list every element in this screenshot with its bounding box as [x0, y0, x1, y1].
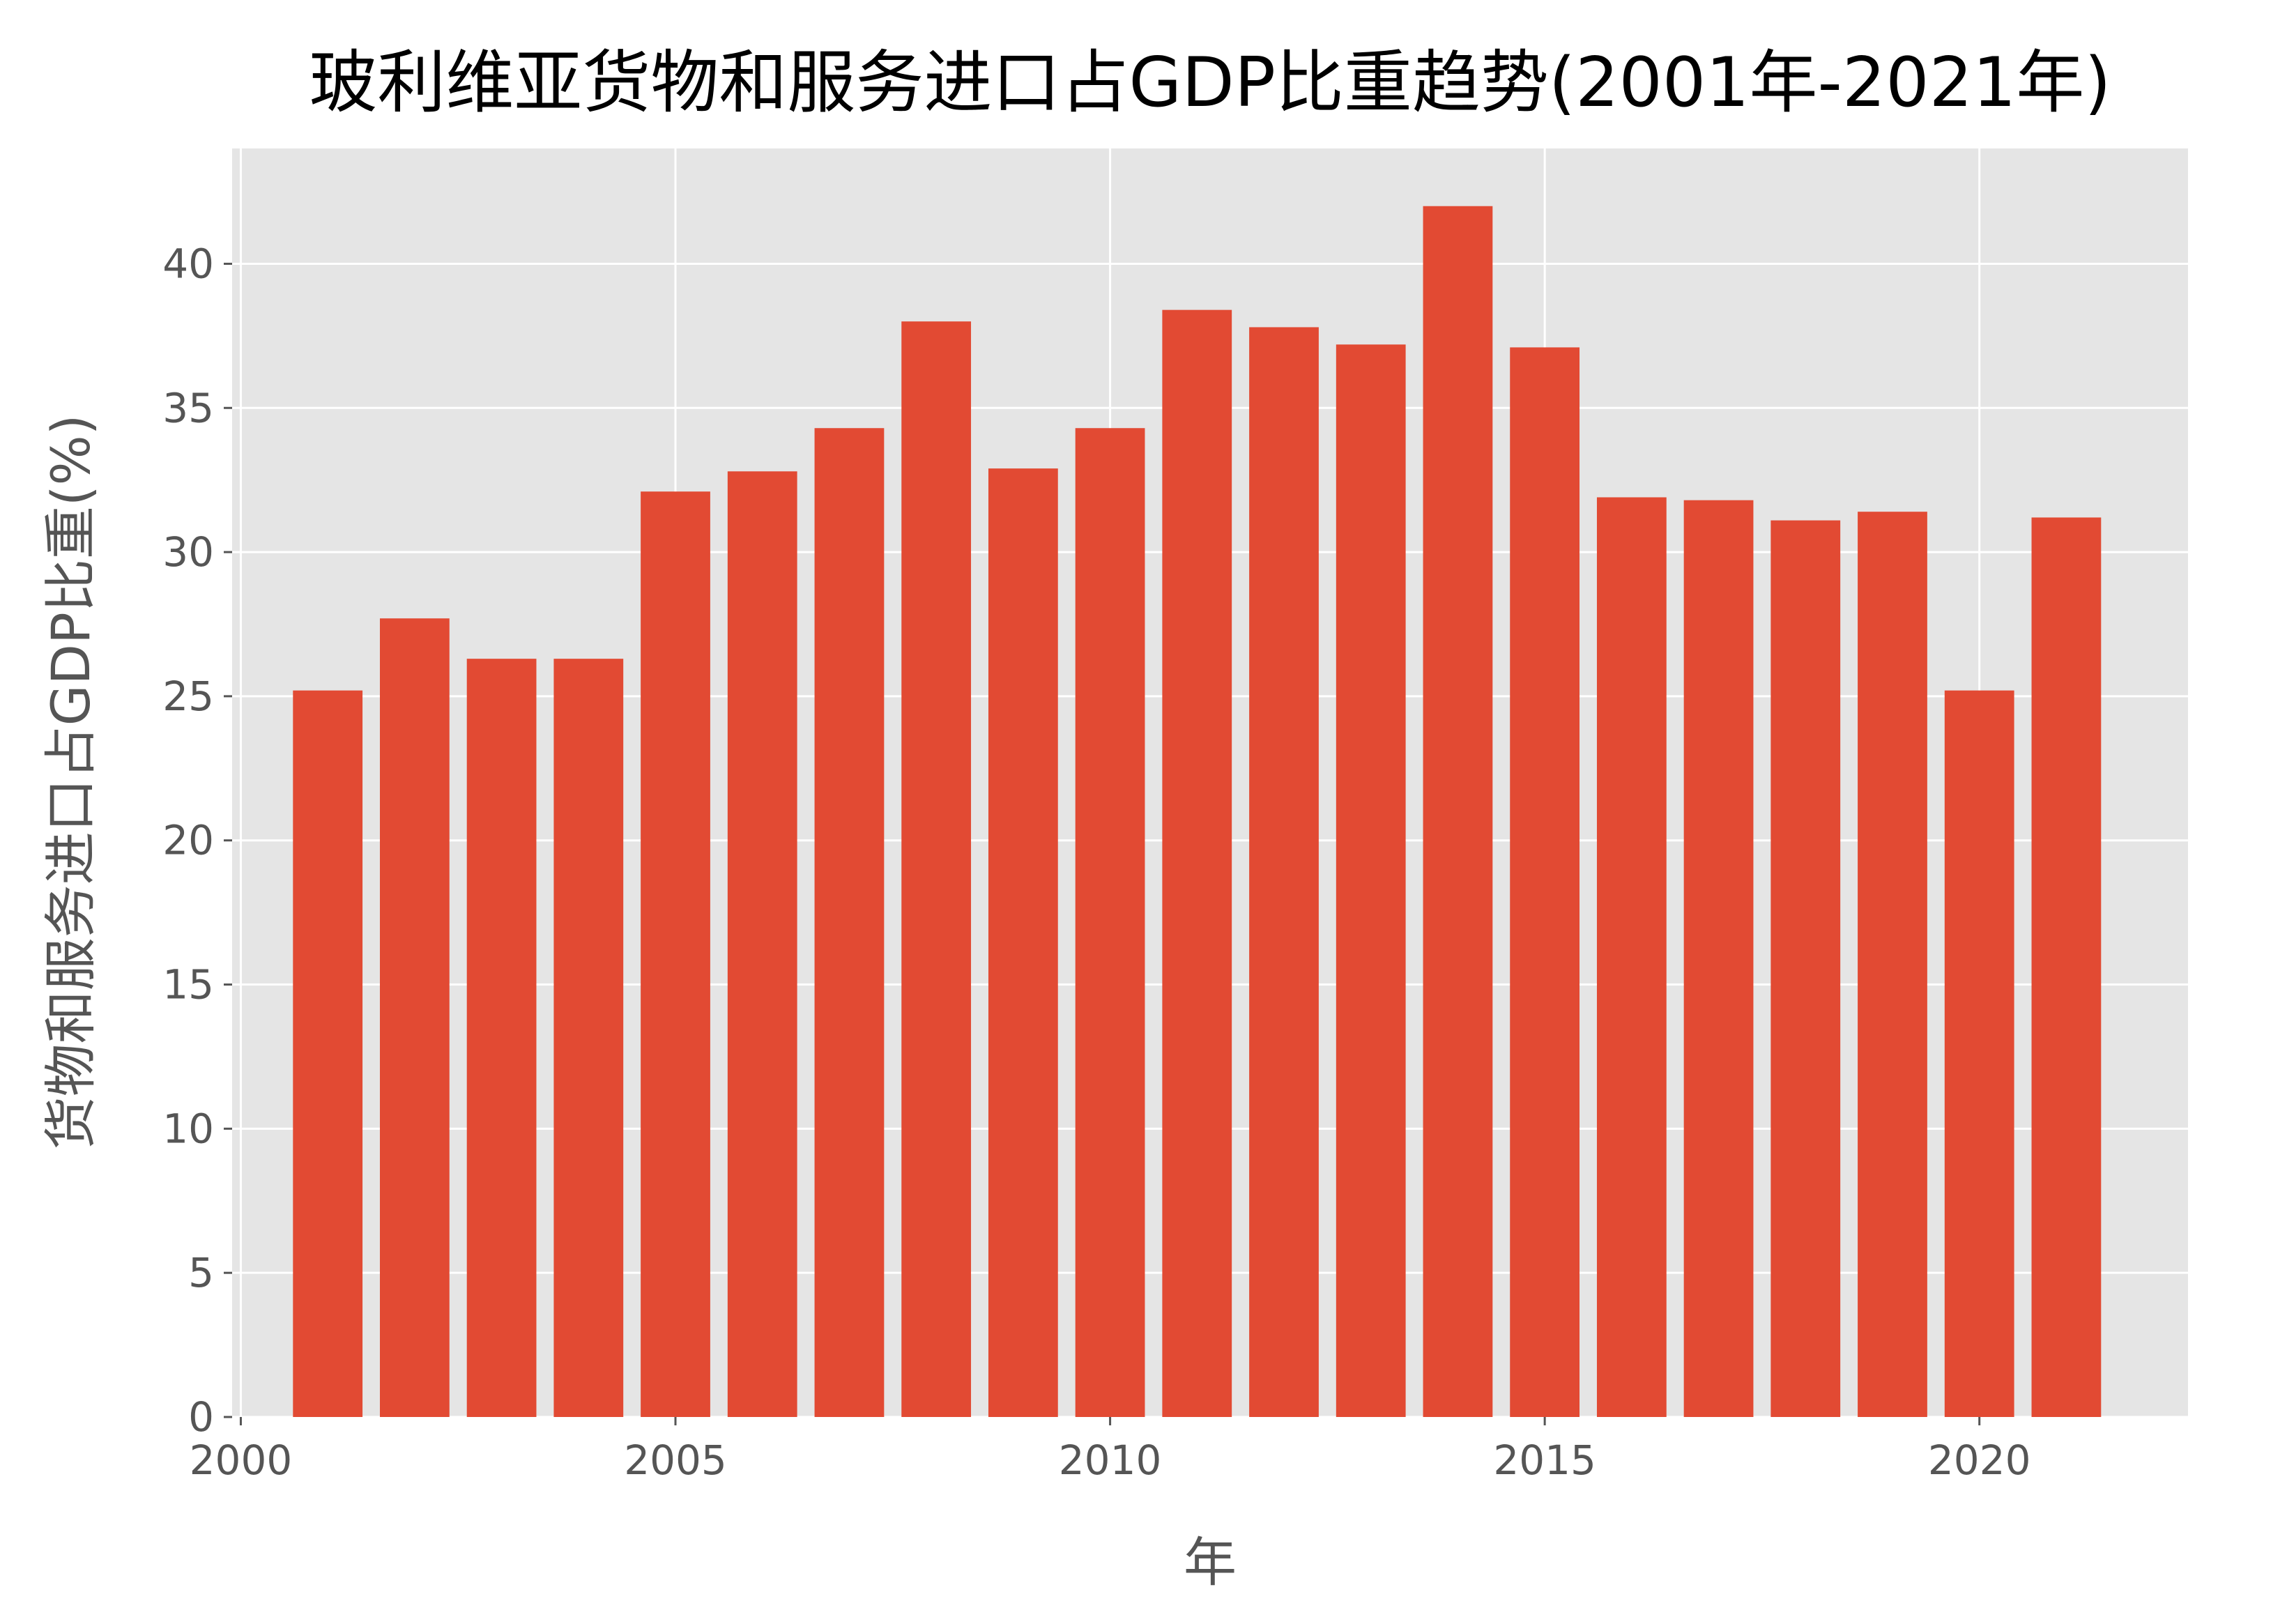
bar — [1596, 497, 1667, 1417]
x-tick-label: 2020 — [1928, 1437, 2031, 1484]
y-tick-label: 30 — [162, 528, 214, 576]
bar — [553, 659, 624, 1417]
bar — [466, 659, 537, 1417]
bar — [1162, 309, 1232, 1417]
bar — [1075, 428, 1145, 1417]
chart-title: 玻利维亚货物和服务进口占GDP比重趋势(2001年-2021年) — [309, 43, 2111, 123]
bar — [1336, 344, 1406, 1418]
bar — [901, 321, 972, 1417]
bar — [814, 428, 885, 1417]
bar — [1770, 520, 1841, 1418]
y-tick-label: 5 — [188, 1249, 214, 1296]
bar — [2031, 517, 2102, 1417]
ticks: 0 5 10 15 20 25 30 35 40 2000 2005 2010 2015 2020 — [162, 240, 2030, 1484]
bar — [293, 690, 363, 1417]
bar — [1249, 327, 1319, 1417]
x-axis-label: 年 — [1184, 1531, 1237, 1593]
bar — [1510, 347, 1580, 1418]
bar — [380, 618, 450, 1417]
bar — [988, 468, 1058, 1417]
x-tick-label: 2000 — [190, 1437, 293, 1484]
y-tick-label: 10 — [162, 1105, 214, 1152]
bar — [1683, 500, 1754, 1417]
x-tick-label: 2010 — [1059, 1437, 1162, 1484]
bar — [1423, 206, 1493, 1417]
y-tick-label: 35 — [162, 384, 214, 431]
bar — [1944, 690, 2014, 1417]
y-tick-label: 40 — [162, 240, 214, 287]
bar — [727, 471, 797, 1417]
bar — [1858, 512, 1927, 1417]
y-axis-label: 货物和服务进口占GDP比重(%) — [40, 415, 102, 1150]
y-tick-label: 25 — [162, 673, 214, 720]
bars — [293, 206, 2102, 1418]
bar — [641, 491, 710, 1417]
y-tick-label: 20 — [162, 817, 214, 864]
x-tick-label: 2015 — [1493, 1437, 1596, 1484]
x-tick-label: 2005 — [624, 1437, 727, 1484]
y-tick-label: 0 — [188, 1393, 214, 1441]
y-tick-label: 15 — [162, 961, 214, 1009]
